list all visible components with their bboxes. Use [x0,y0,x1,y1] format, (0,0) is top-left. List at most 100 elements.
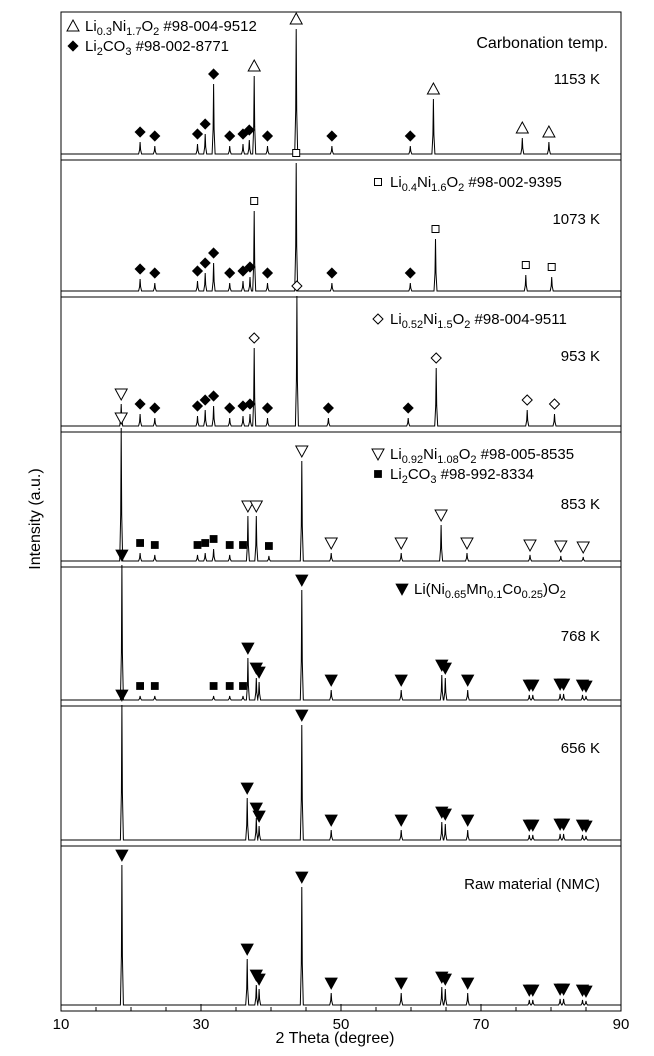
peak-marker-triangle-down [579,820,593,833]
peak-marker-triangle-down [526,984,540,997]
peak-marker-square-open [250,197,259,205]
panel-2-legend-text-0-part-2: Ni [423,311,437,328]
x-tick-label: 50 [333,1016,350,1033]
peak-marker-triangle-down [556,678,571,691]
peak-marker-square [264,542,273,550]
panel-label-2: 953 K [561,348,600,365]
peak-marker-diamond [208,247,220,259]
pattern-line-6 [61,864,621,1006]
peak-marker-triangle-down [526,679,540,692]
header-legend-text-0-part-0: Li [85,18,97,35]
panel-5: 656 K [61,689,621,841]
plot-border [60,11,622,1012]
peak-marker-diamond [208,390,220,402]
peak-marker-triangle-down-open [576,541,591,555]
panel-label-4: 768 K [561,628,600,645]
peak-marker-triangle-down [240,943,254,956]
pattern-line-2 [61,295,621,427]
panel-2-legend-text-0-part-6: #98-004-9511 [470,311,566,328]
panel-1-legend-marker-0 [374,178,382,186]
peak-marker-diamond [191,128,204,140]
panel-4: 768 K Li(Ni0.65Mn0.1Co0.25)O2 [61,549,621,701]
panel-4-legend-text-0-part-3: 0.1 [487,589,502,601]
peak-marker-diamond [326,267,338,279]
peak-marker-diamond [199,118,211,130]
peak-marker-square [136,682,145,690]
peak-marker-diamond [191,400,204,412]
header-legend-text-0-part-5: 2 [153,26,159,38]
panel-3-legend-text-0-part-0: Li [390,446,402,463]
panel-4-legend-text-0-part-5: 0.25 [522,589,543,601]
panel-3-legend-text-1-part-1: 2 [402,474,408,486]
peak-marker-triangle-down [394,814,408,827]
peak-marker-diamond [224,130,236,142]
panel-2-legend-text-0-part-5: 2 [464,319,470,331]
peak-marker-diamond-open [248,332,260,344]
peak-marker-triangle-down [461,814,475,827]
panel-3-legend-marker-1 [374,470,382,478]
panel-3-legend-text-0-part-2: Ni [423,446,437,463]
peak-marker-triangle-down [394,977,408,990]
panel-6: Raw material (NMC) [61,849,621,1006]
peak-marker-triangle-down [438,662,452,675]
peak-marker-square [209,682,218,690]
panel-2-legend-text-0-part-3: 1.5 [437,319,452,331]
header-legend-text-0-part-2: Ni [112,18,126,35]
peak-marker-diamond [261,267,274,279]
peak-marker-square [150,541,159,549]
peak-marker-square [201,539,210,547]
panel-label-3: 853 K [561,496,600,513]
header-legend-text-1: Li2CO3 #98-002-8771 [85,38,229,58]
panel-1-legend-text-0-part-6: #98-002-9395 [464,174,562,191]
peak-marker-triangle-down [252,810,266,823]
peak-marker-diamond [149,402,161,414]
peak-marker-diamond [237,265,249,277]
peak-marker-triangle-down-open [114,412,129,426]
peak-marker-triangle-down-open [294,445,309,459]
panel-label-0: 1153 K [554,71,600,88]
peak-marker-diamond [244,261,256,273]
header-legend-text-1-part-0: Li [85,38,97,55]
peak-marker-triangle-down [556,818,571,831]
peak-marker-triangle-down-open [324,537,339,551]
panel-2-legend-marker-0 [372,313,384,325]
panel-1-legend-text-0-part-0: Li [390,174,402,191]
peak-marker-triangle-down-open [460,537,474,551]
header-legend-text-0-part-6: #98-004-9512 [159,18,257,35]
header-legend-text-0: Li0.3Ni1.7O2 #98-004-9512 [85,18,257,38]
peak-marker-square-open [547,263,556,271]
header-legend-text-1-part-1: 2 [97,46,103,58]
header-legend-text-1-part-2: CO [103,38,126,55]
peak-marker-triangle-up [515,120,530,134]
peak-marker-square-open [521,261,530,269]
panel-0: 1153 K Carbonation temp. [61,11,621,155]
panel-3-legend-marker-0 [371,448,385,462]
peak-marker-triangle-down-open [241,500,255,514]
peak-marker-triangle-down-open [249,500,264,514]
peak-marker-triangle-down [579,985,593,998]
panel-3-legend-text-1-part-2: CO [408,466,431,483]
peak-marker-triangle-down [324,814,338,827]
peak-marker-diamond [243,124,255,136]
pattern-line-0 [61,28,621,155]
peak-marker-triangle-up [247,58,262,72]
peak-marker-diamond [149,130,161,142]
peak-marker-triangle-down [295,574,309,587]
panel-3-legend-text-0: Li0.92Ni1.08O2 #98-005-8535 [390,446,574,466]
header-legend-text-1-part-3: 3 [125,46,131,58]
panel-4-legend-text-0-part-0: Li(Ni [414,581,445,598]
peak-marker-diamond [199,257,211,269]
y-axis-label: Intensity (a.u.) [27,468,44,569]
peak-marker-diamond [199,394,211,406]
peak-marker-square-open [292,149,301,157]
panel-3-legend-text-1-part-3: 3 [430,474,436,486]
peak-marker-square [150,682,159,690]
peak-marker-triangle-down [438,808,452,821]
peak-marker-triangle-down [240,782,254,795]
peak-marker-diamond [261,402,274,414]
peak-marker-triangle-down-open [523,539,537,553]
peak-marker-triangle-down [115,849,129,862]
peak-marker-diamond-open [521,394,533,406]
panel-1: 1073 K Li0.4Ni1.6O2 #98-002-9395 [61,149,621,292]
panel-4-legend-text-0: Li(Ni0.65Mn0.1Co0.25)O2 [414,581,566,601]
